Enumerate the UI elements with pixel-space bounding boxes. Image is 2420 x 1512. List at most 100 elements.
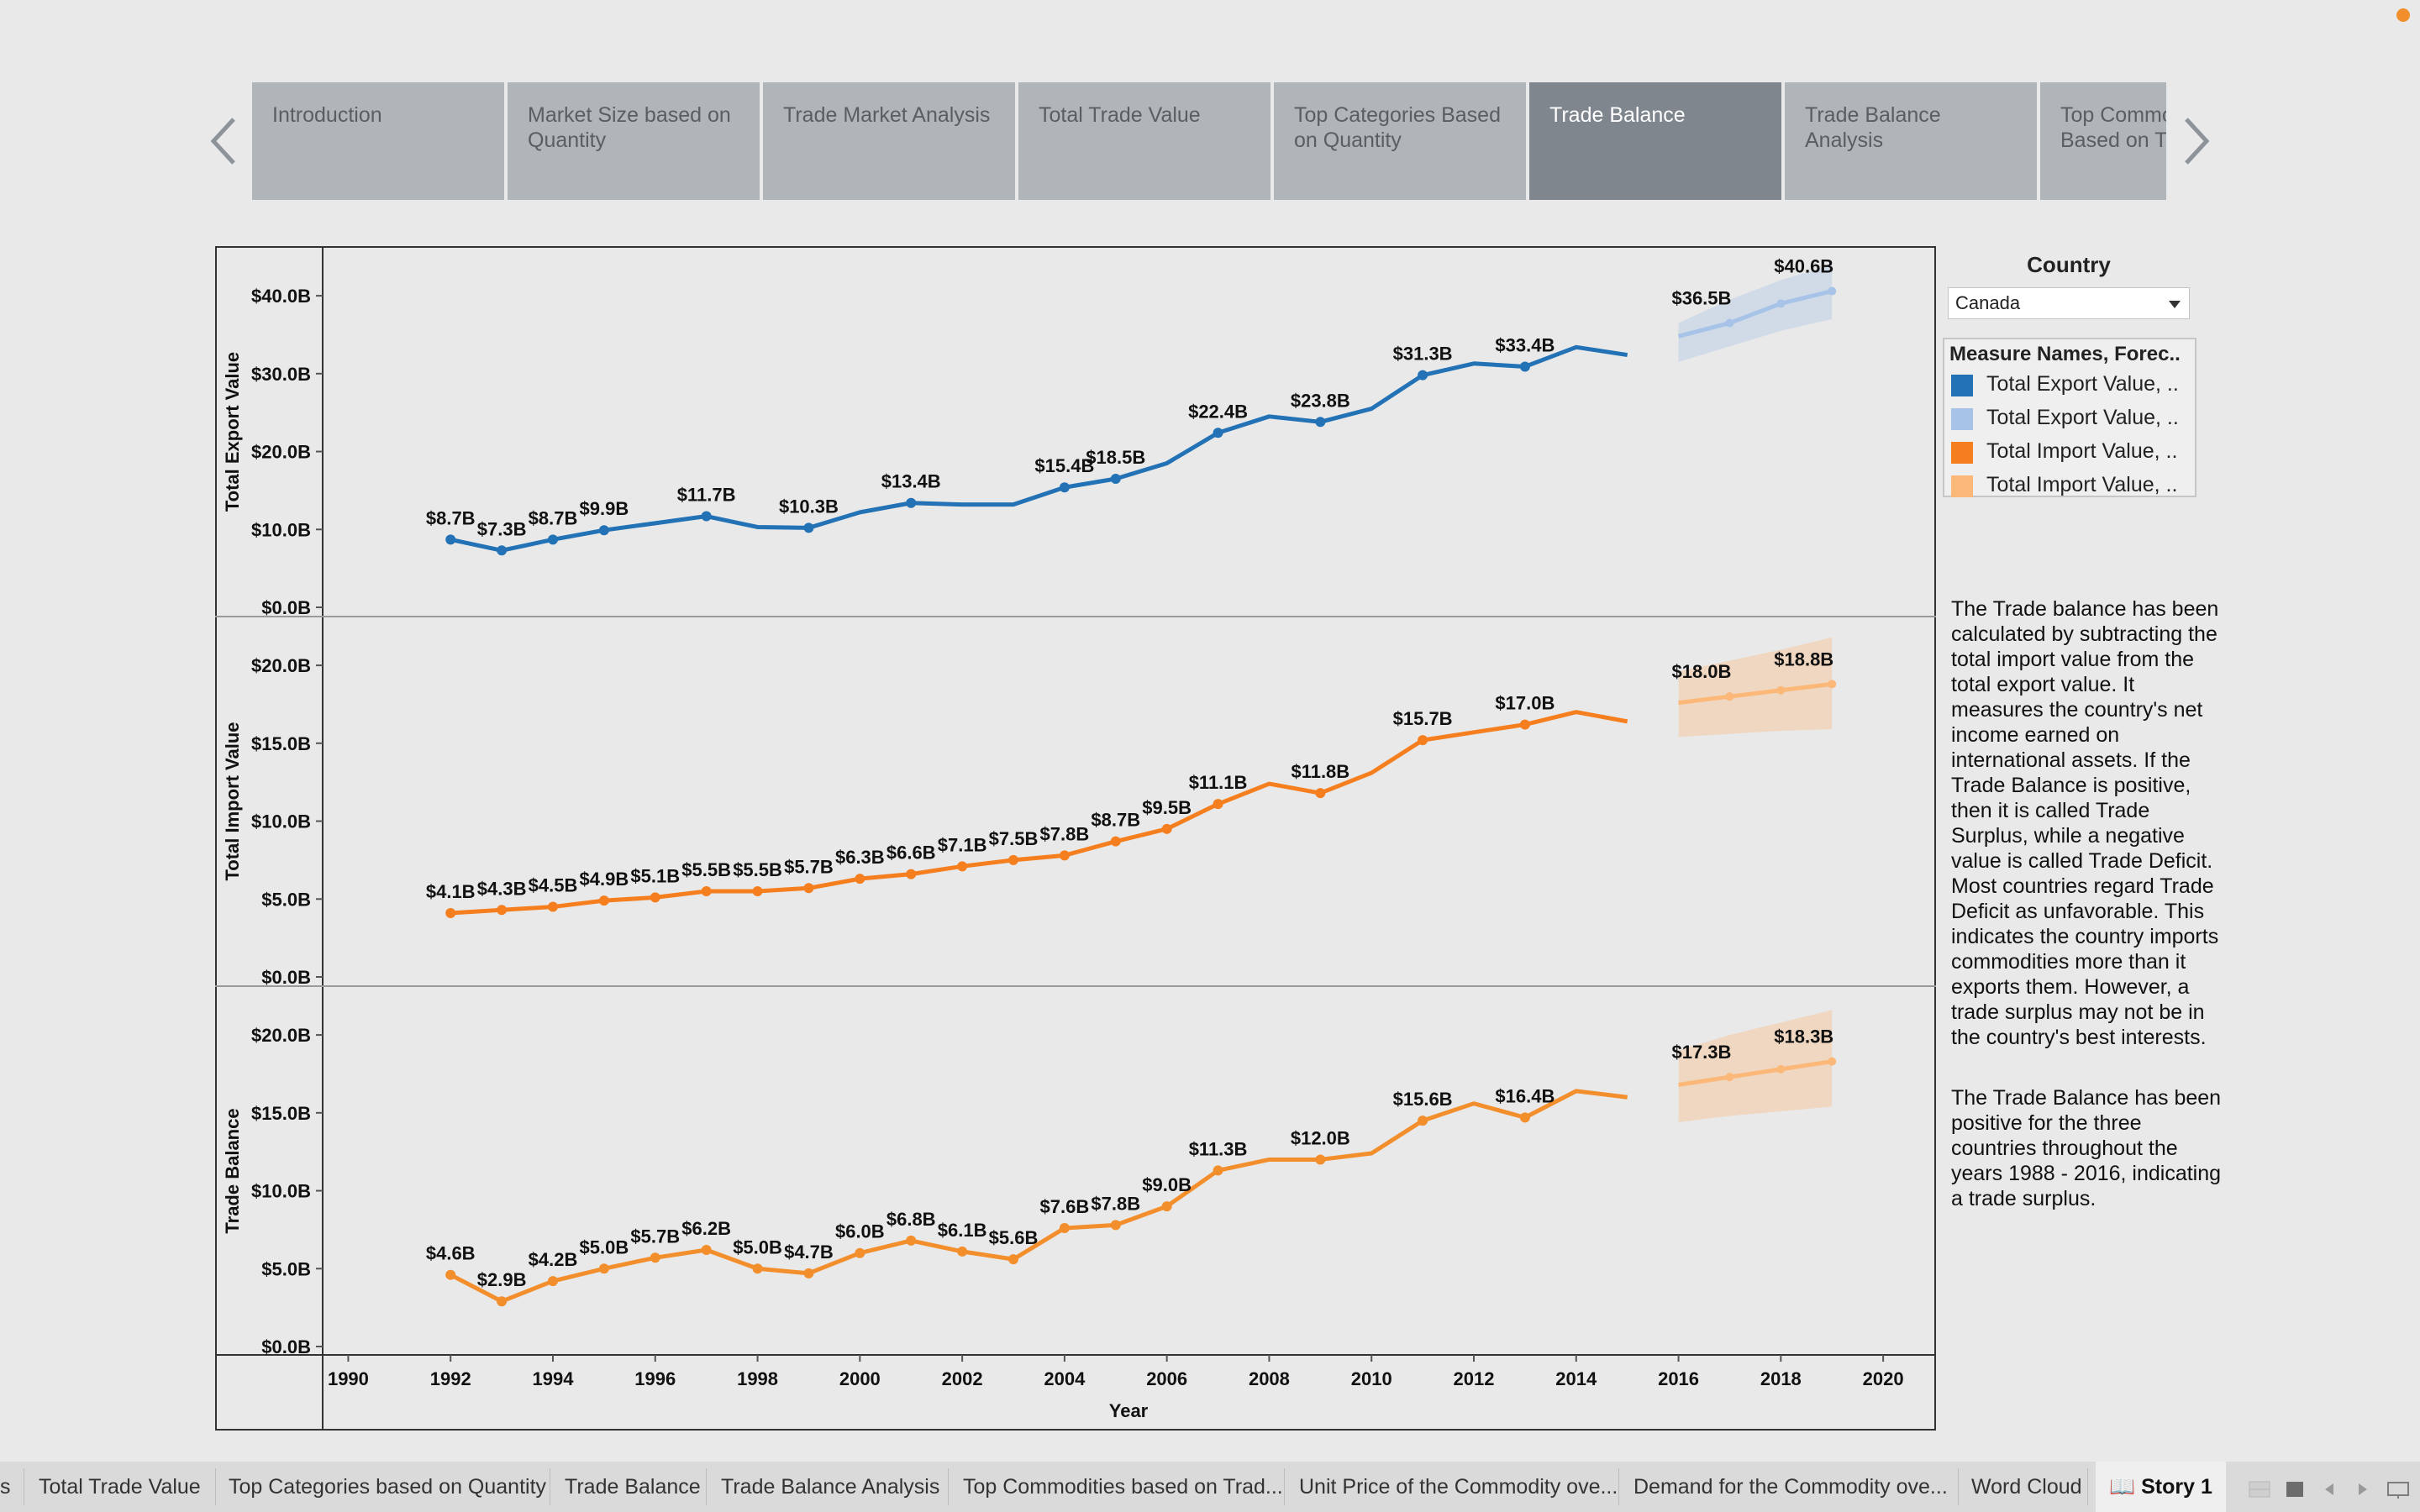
data-point (1418, 1116, 1428, 1126)
data-point (598, 1263, 609, 1274)
data-label: $4.2B (529, 1249, 578, 1270)
data-label: $5.0B (733, 1236, 782, 1257)
trade-charts[interactable]: Total Export Value $0.0B $10.0B $20.0B $30.0… (215, 246, 1936, 1431)
forecast-point (1828, 680, 1837, 689)
data-label: $33.4B (1495, 334, 1555, 355)
story-point-total-trade-value[interactable]: Total Trade Value (1018, 82, 1270, 200)
data-point (803, 1268, 814, 1278)
data-label: $11.8B (1291, 761, 1349, 782)
story-next-button[interactable] (2171, 108, 2222, 175)
forecast-label: $18.8B (1774, 648, 1833, 669)
data-point (497, 905, 508, 916)
forecast-band (1678, 637, 1833, 738)
legend-item-import-actual[interactable]: Total Import Value, .. (1949, 437, 2193, 467)
x-tick-label: 2012 (1454, 1368, 1495, 1389)
story-point-trade-balance[interactable]: Trade Balance (1529, 82, 1781, 200)
forecast-label: $18.0B (1671, 661, 1731, 682)
data-label: $11.3B (1189, 1138, 1248, 1159)
sheet-tab[interactable]: s (0, 1475, 11, 1499)
next-sheet-icon[interactable] (2356, 1481, 2370, 1498)
book-icon: 📖 (2109, 1475, 2136, 1499)
data-label: $15.4B (1034, 455, 1094, 476)
story-point-trade-balance-analysis[interactable]: Trade Balance Analysis (1785, 82, 2037, 200)
sheet-tab[interactable]: Word Cloud (1971, 1475, 2082, 1499)
story-tab[interactable]: 📖 Story 1 (2096, 1462, 2226, 1512)
sheet-tab[interactable]: Total Trade Value (39, 1475, 201, 1499)
data-point (701, 886, 712, 896)
forecast-band (1678, 1010, 1833, 1122)
data-point (1519, 1112, 1530, 1123)
data-point (906, 1235, 917, 1246)
sheet-tab[interactable]: Trade Balance (565, 1475, 701, 1499)
story-point-market-size[interactable]: Market Size based on Quantity (508, 82, 760, 200)
data-label: $11.1B (1189, 772, 1248, 793)
country-dropdown[interactable]: Canada (1948, 287, 2190, 319)
data-point (445, 907, 456, 918)
presentation-icon[interactable] (2386, 1481, 2410, 1499)
y-tick-label: $40.0B (251, 286, 311, 307)
story-point-top-commodities[interactable]: Top Commodities Based on Trade Value (2040, 82, 2166, 200)
data-label: $4.3B (477, 878, 527, 899)
data-point (497, 1296, 508, 1307)
data-label: $4.7B (784, 1242, 834, 1263)
story-point-trade-market-analysis[interactable]: Trade Market Analysis (763, 82, 1015, 200)
prev-sheet-icon[interactable] (2323, 1481, 2336, 1498)
chevron-down-icon[interactable] (2169, 301, 2181, 308)
story-point-introduction[interactable]: Introduction (252, 82, 504, 200)
data-label: $6.0B (835, 1221, 885, 1242)
x-tick-label: 2000 (839, 1368, 881, 1389)
data-point (650, 892, 660, 903)
data-point (1213, 428, 1223, 438)
story-points: Introduction Market Size based on Quanti… (252, 82, 2166, 200)
story-point-top-categories[interactable]: Top Categories Based on Quantity (1274, 82, 1526, 200)
chart-svg[interactable]: Total Export Value $0.0B $10.0B $20.0B $30.0… (215, 246, 1936, 1431)
forecast-label: $17.3B (1671, 1042, 1731, 1063)
x-tick-label: 1996 (634, 1368, 676, 1389)
y-tick-label: $30.0B (251, 364, 311, 385)
legend-item-import-forecast[interactable]: Total Import Value, .. (1949, 470, 2193, 501)
x-tick-label: 1990 (328, 1368, 369, 1389)
grid-view-icon[interactable] (2249, 1481, 2270, 1498)
legend: Measure Names, Forec.. Total Export Valu… (1943, 338, 2196, 497)
data-point (1110, 1220, 1121, 1231)
forecast-point (1776, 685, 1786, 695)
data-point (598, 895, 609, 906)
data-point (906, 497, 917, 508)
country-dropdown-value: Canada (1955, 292, 2021, 313)
sheet-tab[interactable]: Top Commodities based on Trad... (963, 1475, 1283, 1499)
data-label: $6.2B (681, 1218, 731, 1239)
sheet-tab[interactable]: Top Categories based on Quantity (229, 1475, 547, 1499)
data-point (957, 861, 968, 872)
legend-item-export-actual[interactable]: Total Export Value, .. (1949, 370, 2193, 400)
data-label: $7.8B (1091, 1193, 1140, 1214)
legend-label: Total Import Value, .. (1986, 439, 2178, 463)
x-tick-label: 1998 (737, 1368, 778, 1389)
sheet-tab[interactable]: Demand for the Commodity ove... (1634, 1475, 1948, 1499)
forecast-line (1677, 289, 1833, 339)
y-tick-label: $5.0B (261, 1258, 311, 1279)
y-tick-label: $10.0B (251, 519, 311, 540)
data-point (957, 1246, 968, 1257)
data-point (650, 1252, 660, 1263)
sheet-tab[interactable]: Trade Balance Analysis (721, 1475, 940, 1499)
data-label: $7.5B (989, 828, 1039, 849)
data-label: $5.7B (630, 1226, 680, 1247)
data-label: $17.0B (1495, 693, 1555, 714)
data-point (803, 883, 814, 894)
legend-item-export-forecast[interactable]: Total Export Value, .. (1949, 403, 2193, 433)
country-filter-title: Country (2027, 252, 2111, 277)
data-point (1519, 719, 1530, 730)
story-navigation: Introduction Market Size based on Quanti… (0, 0, 2420, 218)
sheet-tab[interactable]: Unit Price of the Commodity ove... (1299, 1475, 1618, 1499)
legend-title: Measure Names, Forec.. (1949, 343, 2181, 365)
data-label: $6.6B (886, 843, 936, 864)
data-point (855, 1247, 865, 1258)
x-tick-label: 2002 (942, 1368, 983, 1389)
filmstrip-view-icon[interactable] (2286, 1481, 2304, 1498)
data-label: $6.8B (886, 1209, 936, 1230)
story-prev-button[interactable] (198, 108, 249, 175)
description-paragraph: The Trade balance has been calculated by… (1951, 597, 2219, 1049)
data-point (1059, 850, 1070, 861)
legend-swatch (1951, 375, 1973, 396)
data-point (548, 1276, 558, 1287)
